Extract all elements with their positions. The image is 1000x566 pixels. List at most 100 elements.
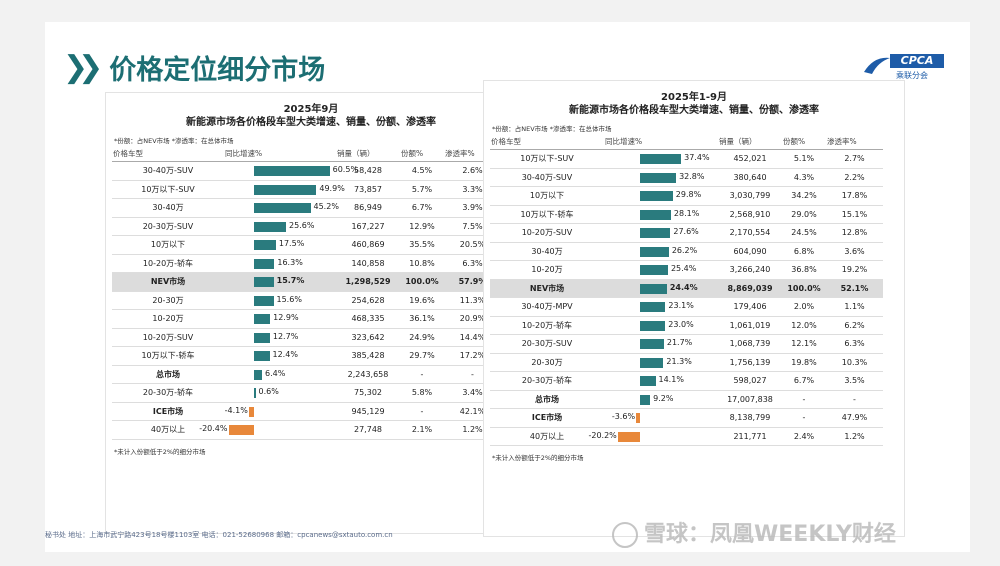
sales-cell: 1,061,019 [718,316,782,335]
growth-bar [640,265,668,275]
table-row: 30-40万-MPV 23.1% 179,406 2.0% 1.1% [490,297,883,317]
sales-cell: 380,640 [718,168,782,187]
growth-label: -20.2% [588,430,617,440]
left-title-line2: 新能源市场各价格段车型大类增速、销量、份额、渗透率 [186,117,436,128]
table-row: 20-30万 21.3% 1,756,139 19.8% 10.3% [490,353,883,372]
category-cell: 40万以上 [490,427,604,446]
share-cell: 6.7% [782,371,826,391]
logo-swoosh-icon [864,57,890,74]
growth-bar [640,191,673,201]
sales-cell: 27,748 [336,420,400,440]
right-note: *份额：占NEV市场 *渗透率：在总体市场 [492,125,612,133]
watermark-text: 雪球：凤凰WEEKLY财经 [644,522,896,547]
growth-cell: 32.8% [604,168,718,187]
category-cell: 10-20万-SUV [490,223,604,243]
table-row: 20-30万-SUV 25.6% 167,227 12.9% 7.5% [112,217,501,236]
right-footnote: *未计入份额低于2%的细分市场 [492,454,584,462]
table-row: 10万以下-SUV 49.9% 73,857 5.7% 3.3% [112,180,501,199]
growth-label: -20.4% [199,424,228,433]
table-row: 30-40万-SUV 60.5% 58,428 4.5% 2.6% [112,161,501,181]
share-cell: 6.7% [400,198,444,218]
growth-cell: 21.7% [604,334,718,354]
growth-bar [254,277,274,287]
logo-text: CPCA [890,54,944,68]
pen-cell: 47.9% [826,408,883,428]
column-header: 价格车型 [490,133,604,150]
growth-cell: 25.4% [604,260,718,280]
table-header-row: 价格车型 同比增速% 销量（辆） 份额% 渗透率% [112,145,501,162]
share-cell: - [400,402,444,421]
growth-label: 15.6% [276,294,302,304]
sales-cell: 2,170,554 [718,223,782,243]
share-cell: 5.8% [400,383,444,403]
pen-cell: 3.6% [826,242,883,261]
sales-cell: 58,428 [336,161,400,181]
share-cell: 6.8% [782,242,826,261]
growth-cell: 23.1% [604,297,718,317]
category-cell: 10万以下 [490,186,604,206]
growth-label: 29.8% [675,190,702,199]
growth-label: 24.4% [669,282,698,292]
growth-cell: 6.4% [224,365,336,384]
growth-label: 14.1% [658,375,684,384]
sales-cell: 598,027 [718,371,782,391]
category-cell: 40万以上 [112,420,224,440]
sales-cell: 3,030,799 [718,186,782,206]
sales-cell: 3,266,240 [718,260,782,280]
column-header: 销量（辆） [718,133,782,150]
column-header: 同比增速% [604,133,718,150]
growth-cell: -3.6% [604,408,718,428]
category-cell: 10万以下-轿车 [112,346,224,366]
table-row: 20-30万-轿车 0.6% 75,302 5.8% 3.4% [112,383,501,403]
growth-label: 60.5% [332,165,359,174]
table-row: 40万以上 -20.4% 27,748 2.1% 1.2% [112,420,501,440]
growth-bar [228,425,254,435]
share-cell: 2.4% [782,427,826,446]
table-row: 10万以下-SUV 37.4% 452,021 5.1% 2.7% [490,149,883,169]
column-header: 份额% [782,133,826,150]
pen-cell: 1.2% [826,427,883,446]
growth-cell: 27.6% [604,223,718,243]
growth-label: 0.6% [258,387,279,396]
share-cell: 12.9% [400,217,444,236]
growth-label: 15.7% [276,276,305,285]
growth-label: 12.9% [273,313,299,322]
category-cell: 20-30万 [490,353,604,372]
table-row: 10万以下-轿车 28.1% 2,568,910 29.0% 15.1% [490,205,883,224]
growth-bar [640,376,656,386]
growth-bar [640,154,682,164]
growth-cell: 49.9% [224,180,345,199]
growth-bar [636,413,640,423]
category-cell: 10万以下-轿车 [490,205,604,224]
category-cell: 10-20万-SUV [112,328,224,347]
category-cell: 10万以下-SUV [490,149,604,169]
category-cell: 30-40万-MPV [490,297,604,317]
table-row: 10万以下 17.5% 460,869 35.5% 20.5% [112,235,501,255]
growth-bar [640,209,671,220]
sales-cell: 75,302 [336,383,400,403]
pen-cell: 6.3% [826,334,883,354]
growth-bar [254,203,311,213]
share-cell: 4.5% [400,161,444,181]
growth-label: 28.1% [673,208,700,218]
sales-cell: 167,227 [336,217,400,236]
growth-label: 17.5% [278,239,305,248]
growth-label: 26.2% [671,245,698,255]
growth-label: 32.8% [679,171,705,181]
growth-label: 16.3% [277,257,303,267]
growth-cell: 14.1% [604,371,718,391]
category-cell: 10-20万-轿车 [112,254,224,273]
watermark: 雪球：凤凰WEEKLY财经 [612,516,896,548]
share-cell: 24.9% [400,328,444,347]
growth-label: 45.2% [313,202,339,211]
table-row: 20-30万-轿车 14.1% 598,027 6.7% 3.5% [490,371,883,391]
share-cell: 36.8% [782,260,826,280]
share-cell: 19.6% [400,291,444,310]
growth-cell: 0.6% [224,383,336,403]
share-cell: 5.1% [782,149,826,169]
growth-bar [254,332,270,343]
share-cell: 12.1% [782,334,826,354]
table-row: 总市场 6.4% 2,243,658- - [112,365,501,384]
sales-cell: 1,068,739 [718,334,782,354]
left-title-line1: 2025年9月 [283,104,339,115]
